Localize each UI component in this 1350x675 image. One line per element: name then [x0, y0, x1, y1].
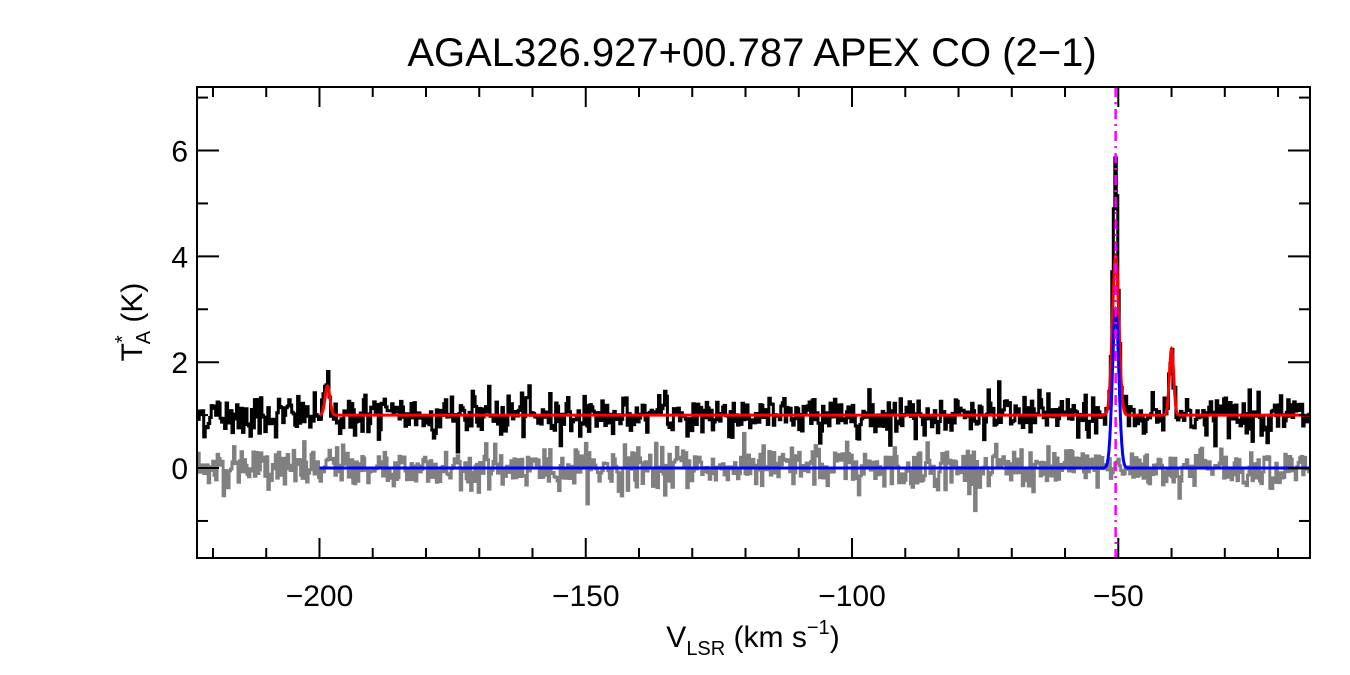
x-axis-label: VLSR (km s−1): [666, 617, 839, 660]
plot-frame: [196, 86, 1311, 559]
x-tick-label: −50: [1093, 580, 1144, 613]
y-axis-label: T*A (K): [112, 283, 155, 362]
gaussian-fit-main-component-line: [319, 305, 1310, 470]
axis-tick-labels: −200 −150 −100 −50 0 2 4 6: [171, 136, 1143, 613]
observed-spectrum-line: [197, 156, 1310, 454]
axis-ticks: [197, 87, 1310, 558]
chart-title: AGAL326.927+00.787 APEX CO (2−1): [407, 31, 1096, 75]
x-tick-label: −150: [552, 580, 620, 613]
plot-area: [197, 87, 1310, 558]
residual-spectrum-line: [197, 431, 1310, 513]
y-tick-label: 6: [171, 136, 188, 169]
x-tick-label: −200: [286, 580, 354, 613]
y-tick-label: 4: [171, 241, 188, 274]
y-tick-label: 2: [171, 347, 188, 380]
x-tick-label: −100: [818, 580, 886, 613]
y-tick-label: 0: [171, 453, 188, 486]
gaussian-fit-total-line: [319, 252, 1310, 417]
